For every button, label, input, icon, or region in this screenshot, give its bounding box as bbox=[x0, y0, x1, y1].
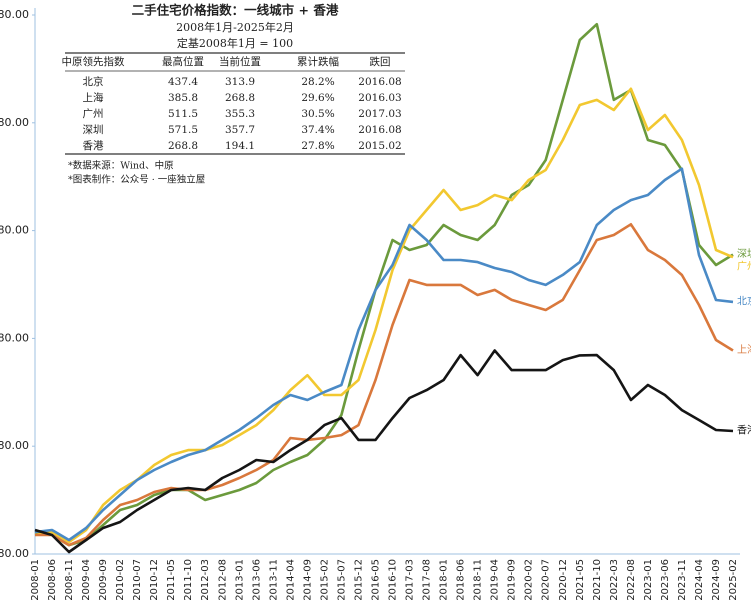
footnote: *数据来源：Wind、中原 bbox=[68, 160, 174, 172]
table-cell: 广州 bbox=[83, 108, 104, 120]
x-tick-label: 2010-07 bbox=[132, 559, 143, 601]
series-label: 北京 bbox=[737, 294, 751, 307]
series-line bbox=[34, 349, 734, 554]
series-label: 广州 bbox=[737, 261, 751, 273]
y-tick-label: 80.00 bbox=[0, 547, 29, 560]
series-line bbox=[35, 223, 734, 547]
x-tick-label: 2013-11 bbox=[268, 559, 279, 601]
table-cell: 香港 bbox=[83, 140, 104, 152]
x-tick-label: 2015-02 bbox=[319, 559, 330, 601]
x-tick-label: 2009-09 bbox=[98, 559, 109, 601]
x-tick-label: 2012-08 bbox=[217, 559, 228, 601]
table-cell: 27.8% bbox=[301, 140, 334, 152]
table-cell: 2017.03 bbox=[358, 108, 401, 120]
table-header: 中原领先指数 bbox=[62, 55, 125, 68]
x-tick-label: 2017-08 bbox=[422, 559, 433, 601]
x-tick-label: 2024-04 bbox=[694, 559, 705, 601]
x-tick-label: 2010-12 bbox=[149, 559, 160, 601]
x-tick-label: 2018-11 bbox=[473, 559, 484, 601]
table-cell: 385.8 bbox=[168, 92, 198, 104]
table-header: 最高位置 bbox=[162, 55, 204, 68]
x-tick-label: 2025-02 bbox=[728, 559, 739, 601]
x-tick-label: 2017-03 bbox=[405, 559, 416, 601]
table-cell: 2016.08 bbox=[358, 124, 401, 136]
table-cell: 37.4% bbox=[301, 124, 334, 136]
series-label: 上海 bbox=[737, 343, 751, 356]
x-tick-label: 2008-11 bbox=[64, 559, 75, 601]
table-cell: 30.5% bbox=[301, 108, 334, 120]
table-cell: 355.3 bbox=[225, 108, 255, 120]
x-tick-label: 2009-04 bbox=[81, 559, 92, 601]
x-tick-label: 2019-09 bbox=[507, 559, 518, 601]
x-tick-label: 2011-10 bbox=[183, 559, 194, 601]
x-tick-label: 2018-06 bbox=[456, 559, 467, 601]
y-tick-label: 480.00 bbox=[0, 116, 29, 129]
series-label: 深圳 bbox=[737, 248, 751, 260]
footnote: *图表制作：公众号 · 一座独立屋 bbox=[68, 174, 205, 186]
table-cell: 28.2% bbox=[301, 76, 334, 88]
x-tick-label: 2023-11 bbox=[677, 559, 688, 601]
x-tick-label: 2015-07 bbox=[336, 559, 347, 601]
chart-title: 二手住宅价格指数：一线城市 + 香港 bbox=[132, 3, 339, 18]
table-cell: 437.4 bbox=[168, 76, 198, 88]
y-tick-label: 280.00 bbox=[0, 331, 29, 344]
x-tick-label: 2013-01 bbox=[234, 559, 245, 601]
x-tick-label: 2023-06 bbox=[660, 559, 671, 601]
table-header: 累计跌幅 bbox=[297, 55, 339, 68]
chart-note: 定基2008年1月 = 100 bbox=[177, 36, 293, 50]
x-tick-label: 2021-05 bbox=[575, 559, 586, 601]
series-line bbox=[34, 87, 734, 544]
series-line bbox=[34, 167, 734, 542]
x-tick-label: 2020-12 bbox=[558, 559, 569, 601]
x-tick-label: 2020-02 bbox=[524, 559, 535, 601]
table-cell: 357.7 bbox=[225, 124, 255, 136]
x-tick-label: 2011-05 bbox=[166, 559, 177, 601]
table-cell: 北京 bbox=[83, 75, 104, 88]
series-label: 香港 bbox=[737, 425, 751, 437]
table-header: 跌回 bbox=[370, 55, 391, 68]
table-cell: 29.6% bbox=[301, 92, 334, 104]
x-tick-label: 2016-05 bbox=[370, 559, 381, 601]
table-cell: 深圳 bbox=[83, 124, 104, 136]
y-tick-label: 180.00 bbox=[0, 439, 29, 452]
x-tick-label: 2023-01 bbox=[643, 559, 654, 601]
x-tick-label: 2022-08 bbox=[626, 559, 637, 601]
table-cell: 268.8 bbox=[168, 140, 198, 152]
table-cell: 194.1 bbox=[225, 140, 255, 152]
x-tick-label: 2021-10 bbox=[592, 559, 603, 601]
y-tick-label: 580.00 bbox=[0, 8, 29, 21]
table-cell: 2016.03 bbox=[358, 92, 401, 104]
x-tick-label: 2024-09 bbox=[711, 559, 722, 601]
table-cell: 571.5 bbox=[168, 124, 198, 136]
x-tick-label: 2010-02 bbox=[115, 559, 126, 601]
table-cell: 268.8 bbox=[225, 92, 255, 104]
x-tick-label: 2014-04 bbox=[285, 559, 296, 601]
x-tick-label: 2020-07 bbox=[541, 559, 552, 601]
x-tick-label: 2013-06 bbox=[251, 559, 262, 601]
x-tick-label: 2022-03 bbox=[609, 559, 620, 601]
x-tick-label: 2015-12 bbox=[353, 559, 364, 601]
x-tick-label: 2014-09 bbox=[302, 559, 313, 601]
x-tick-label: 2018-01 bbox=[439, 559, 450, 601]
x-tick-label: 2019-04 bbox=[490, 559, 501, 601]
x-tick-label: 2016-10 bbox=[388, 559, 399, 601]
chart-subtitle: 2008年1月-2025年2月 bbox=[176, 20, 294, 34]
y-tick-label: 380.00 bbox=[0, 224, 29, 237]
x-tick-label: 2008-06 bbox=[47, 559, 58, 601]
table-cell: 2016.08 bbox=[358, 76, 401, 88]
table-cell: 511.5 bbox=[168, 108, 198, 120]
table-cell: 2015.02 bbox=[358, 140, 401, 152]
table-cell: 上海 bbox=[83, 91, 104, 104]
x-tick-label: 2008-01 bbox=[30, 559, 41, 601]
series-line bbox=[34, 22, 734, 547]
x-tick-label: 2012-03 bbox=[200, 559, 211, 601]
table-cell: 313.9 bbox=[225, 76, 255, 88]
table-header: 当前位置 bbox=[219, 55, 261, 68]
